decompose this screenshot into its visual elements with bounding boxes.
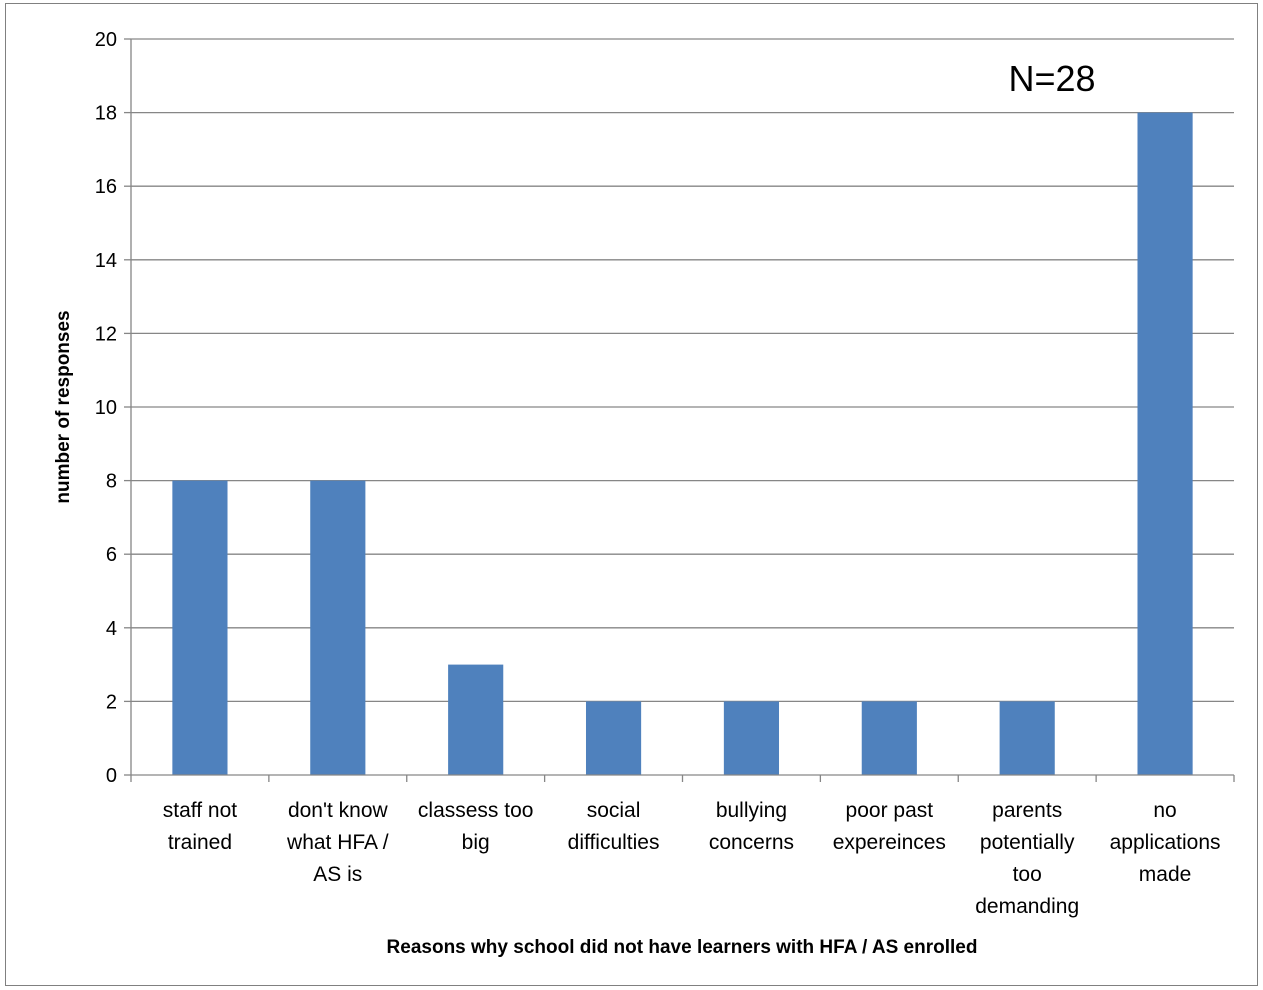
bar bbox=[585, 701, 642, 775]
category-labels: staff not trained don't know what HFA / AS i… bbox=[163, 799, 1221, 918]
x-category-label: staff not trained bbox=[163, 799, 237, 854]
x-category-label: don't know what HFA / AS is bbox=[286, 799, 389, 886]
x-category-label: poor past expereinces bbox=[833, 799, 946, 854]
x-category-label: social difficulties bbox=[568, 799, 660, 854]
y-tick-label: 14 bbox=[95, 250, 117, 272]
y-tick-label: 8 bbox=[106, 471, 117, 493]
x-axis-title: Reasons why school did not have learners… bbox=[387, 937, 978, 958]
bar bbox=[448, 664, 504, 775]
y-tick-label: 2 bbox=[106, 691, 117, 713]
gridlines bbox=[131, 38, 1234, 703]
x-category-label: bullying concerns bbox=[709, 799, 794, 854]
y-tick-label: 16 bbox=[95, 176, 117, 198]
x-category-label: parents potentially too demanding bbox=[975, 799, 1079, 918]
axes bbox=[124, 38, 1235, 782]
y-axis-title: number of responses bbox=[53, 310, 74, 503]
x-category-label: classess too big bbox=[418, 799, 534, 854]
bar bbox=[172, 480, 228, 775]
bars bbox=[172, 112, 1193, 776]
bar bbox=[1137, 112, 1193, 776]
y-tick-label: 12 bbox=[95, 323, 117, 345]
bar-chart: 0 2 4 6 8 10 12 14 16 18 20 staff not trained don't … bbox=[53, 29, 1235, 958]
y-tick-label: 0 bbox=[106, 765, 117, 787]
y-tick-label: 6 bbox=[106, 544, 117, 566]
y-tick-label: 10 bbox=[95, 397, 117, 419]
y-tick-labels: 0 2 4 6 8 10 12 14 16 18 20 bbox=[95, 29, 117, 787]
chart-frame: 0 2 4 6 8 10 12 14 16 18 20 staff not trained don't … bbox=[5, 3, 1258, 986]
bar bbox=[723, 701, 780, 775]
bar bbox=[999, 701, 1055, 775]
y-tick-label: 18 bbox=[95, 103, 117, 125]
x-category-label: no applications made bbox=[1110, 799, 1221, 886]
y-tick-label: 20 bbox=[95, 29, 117, 51]
bar bbox=[310, 480, 366, 775]
sample-size-annotation: N=28 bbox=[1008, 58, 1095, 99]
bar bbox=[861, 701, 917, 775]
y-tick-label: 4 bbox=[106, 618, 117, 640]
